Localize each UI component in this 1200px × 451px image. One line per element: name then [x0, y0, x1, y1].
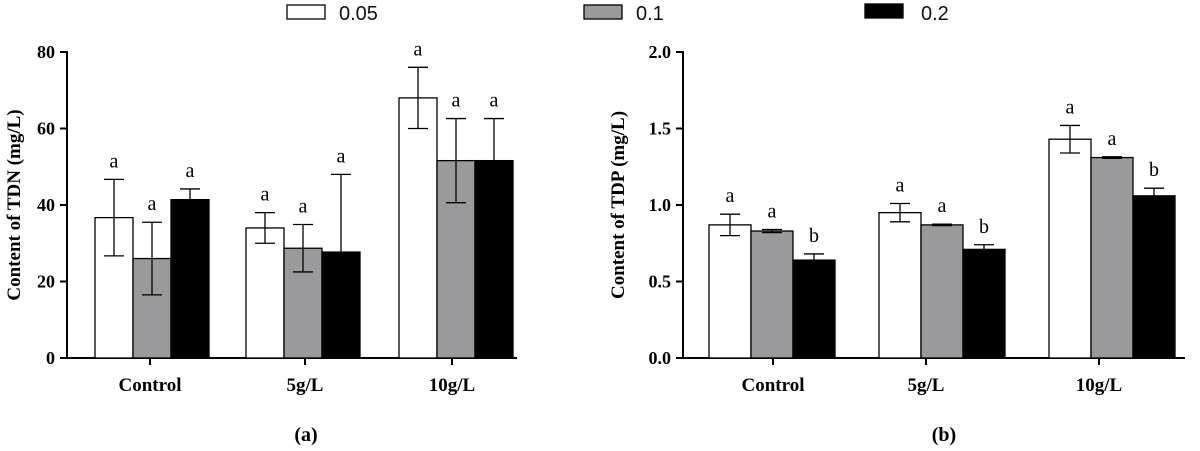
significance-letter: a: [726, 185, 735, 207]
y-tick-label: 0: [46, 348, 55, 368]
significance-letter: b: [979, 216, 989, 238]
error-bar: [1060, 124, 1080, 154]
error-bar: [1144, 187, 1164, 205]
error-bar: [1102, 156, 1122, 159]
error-bar: [446, 117, 466, 204]
significance-letter: a: [110, 150, 119, 172]
legend-label-0: 0.05: [339, 3, 378, 25]
y-tick-label: 0.5: [649, 272, 672, 292]
error-bar: [484, 117, 504, 204]
y-axis-label: Content of TDN (mg/L): [4, 109, 25, 300]
bar: [962, 248, 1006, 359]
y-tick-label: 0.0: [649, 348, 672, 368]
bar: [132, 257, 172, 359]
legend-swatch-0: [286, 4, 326, 20]
error-bar: [293, 223, 313, 273]
panel-b-tdp-chart: 0.0 0.5 1.0 1.5 2.0 Content of TDP (mg/L) Cont…: [608, 42, 1185, 446]
bar: [792, 259, 836, 359]
significance-letter: a: [768, 200, 777, 222]
error-bar: [974, 244, 994, 255]
error-bar: [890, 202, 910, 223]
x-tick-label: 5g/L: [908, 375, 945, 396]
significance-letter: a: [452, 90, 461, 112]
y-tick-label: 80: [37, 42, 55, 62]
y-tick-label: 20: [37, 272, 55, 292]
bar: [1048, 138, 1092, 359]
error-bar: [104, 178, 124, 257]
error-bar: [331, 173, 351, 331]
bar: [245, 227, 285, 359]
significance-letter: b: [809, 225, 819, 247]
legend-label-2: 0.2: [921, 3, 949, 25]
bar: [170, 198, 210, 359]
x-tick-label: Control: [119, 375, 182, 396]
significance-letter: a: [490, 90, 499, 112]
significance-letter: a: [299, 196, 308, 218]
bar: [398, 97, 438, 359]
y-axis-label: Content of TDP (mg/L): [608, 111, 629, 299]
significance-letter: a: [1066, 96, 1075, 118]
y-tick-label: 1.5: [649, 119, 672, 139]
error-bar: [932, 223, 952, 227]
y-tick-label: 1.0: [649, 195, 672, 215]
significance-letter: a: [938, 195, 947, 217]
error-bar: [804, 253, 824, 267]
bar: [708, 224, 752, 359]
legend-label-1: 0.1: [636, 3, 664, 25]
significance-letter: a: [261, 184, 270, 206]
significance-letter: a: [186, 160, 195, 182]
bar: [750, 230, 794, 359]
x-tick-label: 5g/L: [287, 375, 324, 396]
error-bar: [408, 66, 428, 130]
error-bar: [255, 211, 275, 244]
legend-swatch-2: [864, 3, 904, 19]
significance-letter: a: [896, 174, 905, 196]
x-tick-label: Control: [742, 375, 805, 396]
error-bar: [180, 188, 200, 212]
significance-letter: b: [1149, 159, 1159, 181]
y-tick-label: 2.0: [649, 42, 672, 62]
panel-label: (b): [932, 424, 956, 446]
significance-letter: a: [414, 38, 423, 60]
significance-letter: a: [1108, 128, 1117, 150]
legend: 0.05 0.1 0.2: [286, 3, 949, 25]
error-bar: [762, 228, 782, 234]
significance-letter: a: [337, 145, 346, 167]
panel-label: (a): [294, 424, 317, 446]
legend-swatch-1: [583, 4, 623, 20]
error-bar: [720, 213, 740, 237]
panel-a-tdn-chart: 0 20 40 60 80 Content of TDN (mg/L) Control 5g/…: [4, 38, 517, 446]
bar: [878, 211, 922, 359]
x-tick-label: 10g/L: [429, 375, 475, 396]
significance-letter: a: [148, 193, 157, 215]
bar: [920, 224, 964, 359]
y-tick-label: 60: [37, 119, 55, 139]
bar: [1132, 195, 1176, 359]
bar: [1090, 156, 1134, 359]
y-tick-label: 40: [37, 195, 55, 215]
error-bar: [142, 221, 162, 296]
x-tick-label: 10g/L: [1076, 375, 1122, 396]
